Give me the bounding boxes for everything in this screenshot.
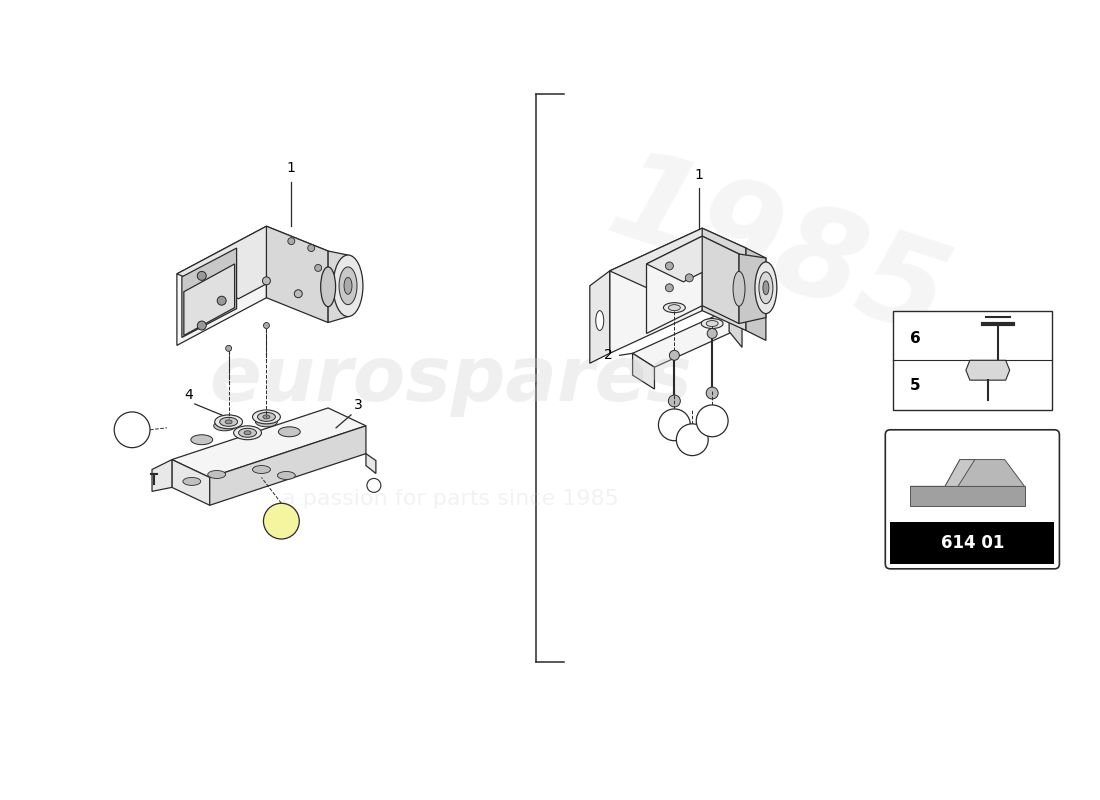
Circle shape [295,290,302,298]
Polygon shape [910,459,1024,486]
Polygon shape [739,254,766,323]
Polygon shape [182,248,236,338]
Polygon shape [266,226,328,322]
Ellipse shape [253,466,271,474]
Polygon shape [609,228,746,290]
Circle shape [685,274,693,282]
Circle shape [263,277,271,285]
Circle shape [659,409,691,441]
Ellipse shape [257,413,275,422]
Text: 1985: 1985 [595,140,962,362]
Text: 3: 3 [354,398,363,412]
Ellipse shape [663,302,685,313]
Ellipse shape [263,415,270,419]
FancyBboxPatch shape [893,310,1053,410]
Circle shape [367,478,381,492]
Text: 1: 1 [287,161,296,174]
Circle shape [707,329,717,338]
Ellipse shape [253,410,280,424]
Ellipse shape [759,272,773,304]
Circle shape [114,412,150,448]
Text: eurospares: eurospares [209,343,692,417]
Polygon shape [647,236,702,334]
Ellipse shape [233,426,262,440]
Polygon shape [632,354,654,389]
Text: 6: 6 [910,331,921,346]
Text: 5: 5 [689,434,696,445]
Ellipse shape [339,267,358,305]
Text: 4: 4 [185,388,194,402]
Polygon shape [609,228,702,354]
Ellipse shape [701,318,723,329]
Polygon shape [702,228,746,330]
Polygon shape [590,271,609,363]
Circle shape [197,271,206,280]
FancyBboxPatch shape [890,522,1055,564]
Ellipse shape [706,321,718,326]
Ellipse shape [733,271,745,306]
Polygon shape [647,236,739,282]
Ellipse shape [226,420,232,424]
Ellipse shape [244,430,251,434]
Polygon shape [366,454,376,474]
Circle shape [217,296,227,305]
Polygon shape [702,236,739,323]
Polygon shape [177,226,266,346]
Ellipse shape [208,470,226,478]
Text: 6: 6 [129,423,136,436]
Ellipse shape [214,415,243,429]
Ellipse shape [344,278,352,294]
Polygon shape [910,486,1024,506]
Circle shape [197,321,206,330]
Circle shape [670,350,680,360]
Ellipse shape [755,262,777,314]
Circle shape [308,245,315,251]
Ellipse shape [213,421,235,430]
Ellipse shape [183,478,201,486]
FancyBboxPatch shape [886,430,1059,569]
Polygon shape [945,459,975,486]
Circle shape [696,405,728,437]
Ellipse shape [190,434,212,445]
Polygon shape [328,251,348,322]
Ellipse shape [278,427,300,437]
Text: 5: 5 [910,378,921,393]
Ellipse shape [220,418,238,426]
Ellipse shape [333,255,363,317]
Polygon shape [746,248,766,341]
Polygon shape [172,408,366,478]
Circle shape [669,395,680,407]
Ellipse shape [321,267,336,306]
Text: 2: 2 [604,348,613,362]
Circle shape [264,322,270,329]
Ellipse shape [277,471,295,479]
Polygon shape [177,226,328,298]
Text: 5: 5 [708,416,716,426]
Ellipse shape [763,281,769,294]
Ellipse shape [255,417,277,427]
Text: 1: 1 [695,167,704,182]
Polygon shape [152,459,172,491]
Ellipse shape [669,305,680,310]
Ellipse shape [239,428,256,438]
Circle shape [226,346,232,351]
Polygon shape [172,459,210,506]
Circle shape [676,424,708,456]
Circle shape [666,262,673,270]
Text: 6: 6 [277,514,285,528]
Circle shape [666,284,673,292]
Text: 5: 5 [671,420,678,430]
Polygon shape [632,310,743,367]
Circle shape [264,503,299,539]
Circle shape [288,238,295,245]
Circle shape [315,265,321,271]
Polygon shape [184,264,234,335]
Polygon shape [966,360,1010,380]
Polygon shape [210,426,366,506]
Text: a passion for parts since 1985: a passion for parts since 1985 [282,490,619,510]
Circle shape [706,387,718,399]
Text: 614 01: 614 01 [940,534,1004,552]
Polygon shape [729,310,743,347]
Ellipse shape [596,310,604,330]
